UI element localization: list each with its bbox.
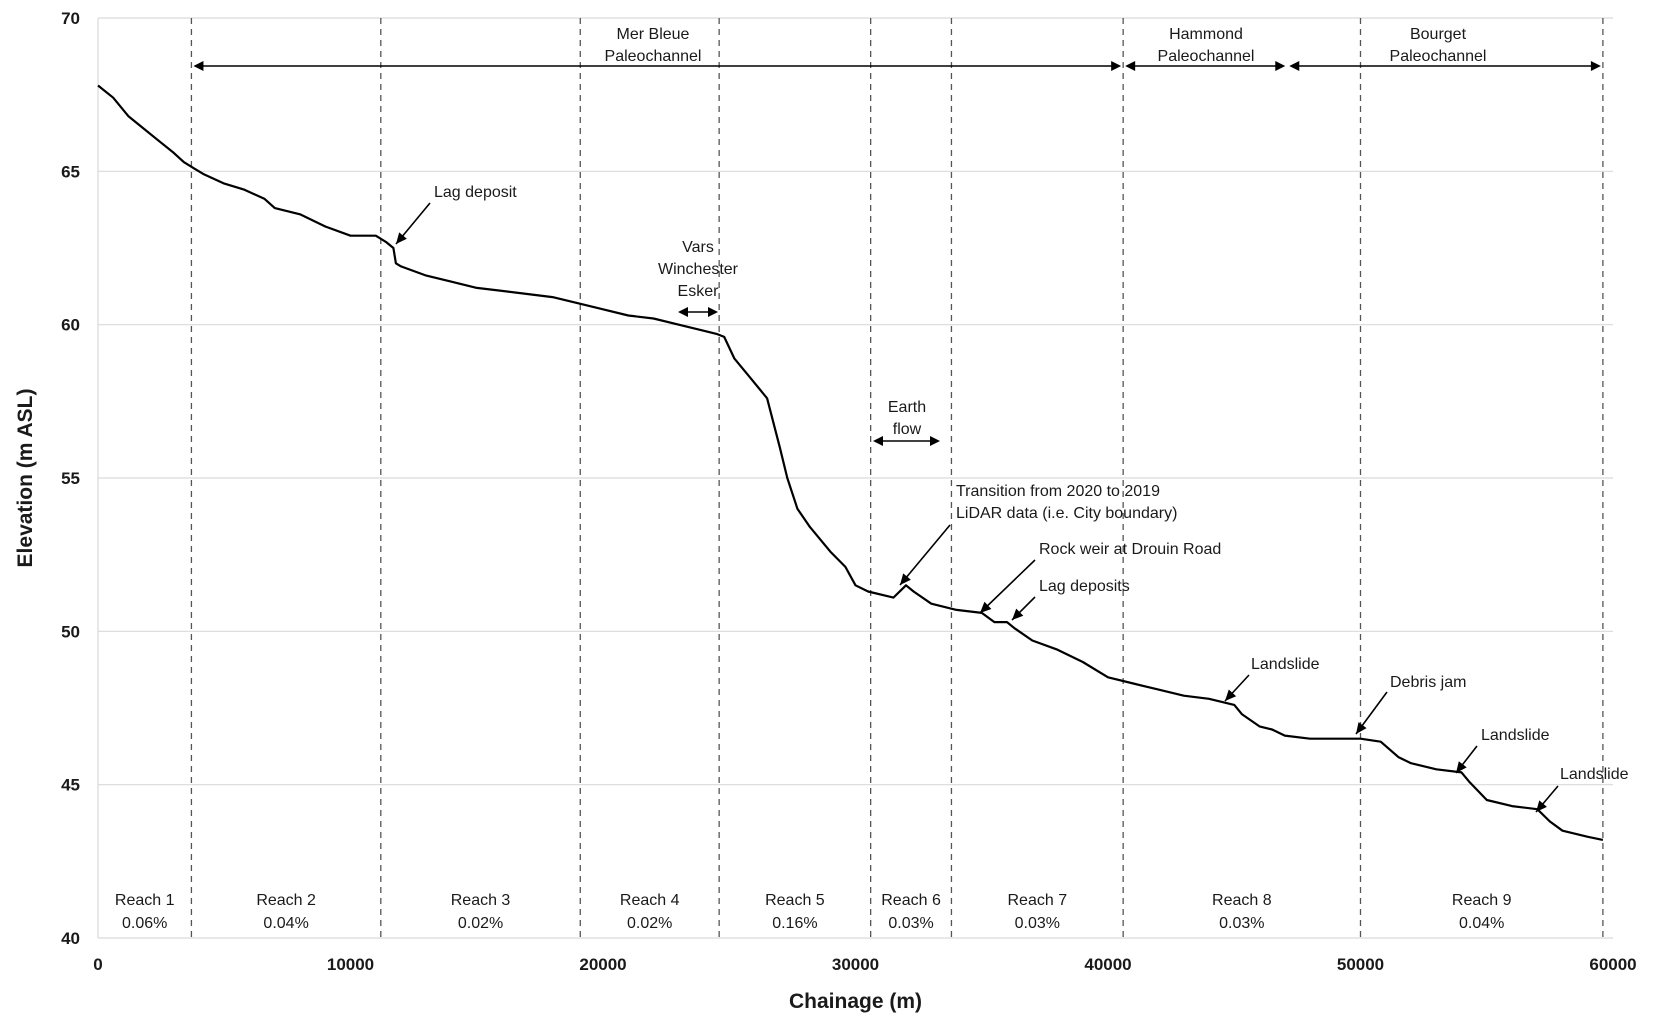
annotation: Landslide (1455, 727, 1550, 774)
paleochannel-span-arrow: Bourget Paleochannel (1289, 26, 1601, 71)
annotation-text: Vars (682, 239, 714, 256)
reach-labels: Reach 10.06%Reach 20.04%Reach 30.02%Reac… (115, 892, 1512, 932)
reach-slope: 0.06% (122, 915, 167, 932)
annotation: Landslide (1535, 766, 1629, 813)
annotation-span-arrow (678, 307, 718, 317)
paleochannel-span-arrow: Mer Bleue Paleochannel (193, 26, 1122, 71)
reach-name: Reach 1 (115, 892, 175, 909)
x-axis-ticks: 0 10000 20000 30000 40000 50000 60000 (93, 955, 1636, 974)
annotation: Rock weir at Drouin Road (979, 541, 1221, 614)
elevation-profile-line (97, 84, 1604, 841)
reach-name: Reach 6 (881, 892, 941, 909)
paleochannel-label: Bourget (1410, 26, 1467, 43)
y-axis-title: Elevation (m ASL) (14, 389, 37, 568)
annotation-arrow (1224, 674, 1250, 702)
annotation-arrow (1455, 745, 1478, 774)
reach-label: Reach 9 0.04% (1452, 892, 1512, 932)
reach-slope: 0.03% (1219, 915, 1264, 932)
annotation-text: Esker (678, 283, 720, 300)
annotation-arrow (979, 559, 1036, 614)
reach-name: Reach 5 (765, 892, 825, 909)
reach-name: Reach 8 (1212, 892, 1272, 909)
annotation: Lag deposit (395, 184, 517, 245)
annotation-text: Debris jam (1390, 674, 1466, 691)
annotation: Earth flow (873, 399, 940, 446)
annotation-arrow (1535, 785, 1559, 813)
annotation-arrow (899, 524, 951, 586)
annotation-arrow (1355, 691, 1388, 735)
reach-name: Reach 2 (256, 892, 316, 909)
reach-name: Reach 7 (1008, 892, 1068, 909)
annotation-arrow (395, 202, 431, 245)
reach-slope: 0.02% (627, 915, 672, 932)
annotation-text: Landslide (1560, 766, 1629, 783)
paleochannel-label: Mer Bleue (617, 26, 690, 43)
reach-slope: 0.03% (1015, 915, 1060, 932)
annotation-text: Earth (888, 399, 926, 416)
reach-slope: 0.02% (458, 915, 503, 932)
reach-label: Reach 7 0.03% (1008, 892, 1068, 932)
paleochannel-label: Paleochannel (1158, 48, 1255, 65)
reach-label: Reach 5 0.16% (765, 892, 825, 932)
y-tick-label: 40 (61, 929, 80, 948)
grid-lines (97, 17, 1613, 939)
x-tick-label: 50000 (1337, 955, 1384, 974)
paleochannel-span-arrow: Hammond Paleochannel (1125, 26, 1286, 71)
y-tick-label: 60 (61, 316, 80, 335)
y-axis-ticks: 40 45 50 55 60 65 70 (61, 9, 80, 948)
reach-name: Reach 4 (620, 892, 680, 909)
y-tick-label: 65 (61, 162, 80, 181)
annotation-text: Lag deposit (434, 184, 517, 201)
reach-name: Reach 9 (1452, 892, 1512, 909)
reach-slope: 0.03% (888, 915, 933, 932)
reach-slope: 0.04% (263, 915, 308, 932)
reach-label: Reach 8 0.03% (1212, 892, 1272, 932)
x-tick-label: 20000 (579, 955, 626, 974)
paleochannel-spans: Mer Bleue Paleochannel Hammond Paleochannel… (193, 26, 1601, 71)
paleochannel-label: Paleochannel (1390, 48, 1487, 65)
x-tick-label: 0 (93, 955, 102, 974)
x-axis-title: Chainage (m) (789, 990, 922, 1013)
reach-slope: 0.16% (772, 915, 817, 932)
reach-label: Reach 6 0.03% (881, 892, 941, 932)
annotation: Lag deposits (1011, 578, 1130, 621)
paleochannel-label: Paleochannel (605, 48, 702, 65)
reach-name: Reach 3 (451, 892, 511, 909)
annotation-text: Winchester (658, 261, 739, 278)
x-tick-label: 30000 (832, 955, 879, 974)
x-tick-label: 10000 (327, 955, 374, 974)
annotation: Debris jam (1355, 674, 1466, 735)
annotation-text: flow (893, 421, 922, 438)
feature-annotations: Lag deposit Vars Winchester Esker Earth flow T… (395, 184, 1629, 813)
x-tick-label: 40000 (1084, 955, 1131, 974)
y-tick-label: 45 (61, 776, 80, 795)
annotation-arrow (1011, 596, 1036, 621)
annotation: Transition from 2020 to 2019 LiDAR data (… (899, 483, 1177, 586)
annotation: Vars Winchester Esker (658, 239, 739, 317)
reach-slope: 0.04% (1459, 915, 1504, 932)
annotation-text: LiDAR data (i.e. City boundary) (956, 505, 1177, 522)
reach-label: Reach 1 0.06% (115, 892, 175, 932)
y-tick-label: 50 (61, 622, 80, 641)
reach-label: Reach 4 0.02% (620, 892, 680, 932)
annotation-span-arrow (873, 436, 940, 446)
reach-label: Reach 2 0.04% (256, 892, 316, 932)
y-tick-label: 70 (61, 9, 80, 28)
x-tick-label: 60000 (1589, 955, 1636, 974)
annotation-text: Transition from 2020 to 2019 (956, 483, 1160, 500)
annotation-text: Rock weir at Drouin Road (1039, 541, 1221, 558)
annotation: Landslide (1224, 656, 1320, 702)
y-tick-label: 55 (61, 469, 80, 488)
annotation-text: Lag deposits (1039, 578, 1130, 595)
paleochannel-label: Hammond (1169, 26, 1243, 43)
annotation-text: Landslide (1251, 656, 1320, 673)
annotation-text: Landslide (1481, 727, 1550, 744)
reach-label: Reach 3 0.02% (451, 892, 511, 932)
